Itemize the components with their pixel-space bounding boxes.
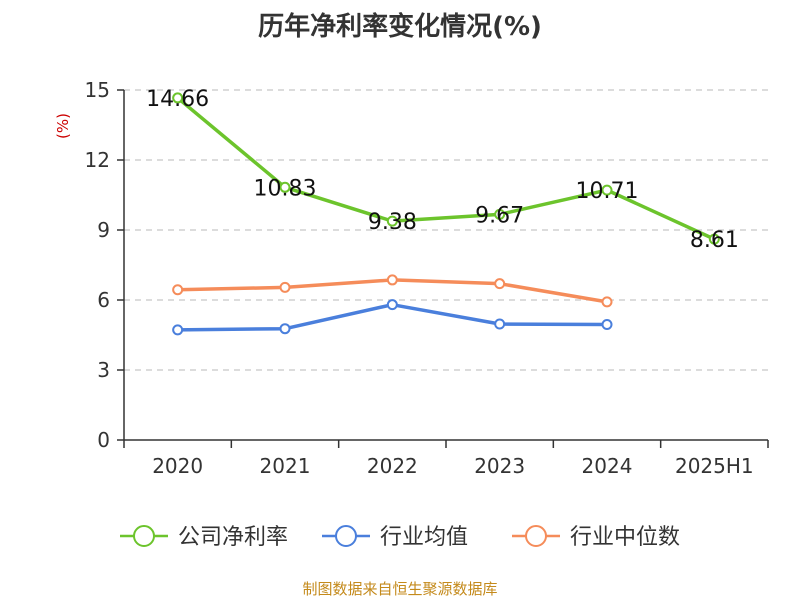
data-point	[386, 274, 398, 286]
data-point	[279, 181, 291, 193]
legend-marker	[133, 525, 155, 547]
x-tick-label: 2025H1	[675, 454, 754, 478]
x-tick-label: 2020	[152, 454, 203, 478]
data-point	[279, 281, 291, 293]
source-note: 制图数据来自恒生聚源数据库	[302, 580, 498, 598]
x-tick-label: 2021	[260, 454, 311, 478]
data-label: 8.61	[690, 228, 739, 253]
data-point	[601, 296, 613, 308]
legend-item[interactable]: 公司净利率	[120, 525, 288, 550]
data-point	[494, 208, 506, 220]
legend-label: 公司净利率	[178, 525, 288, 550]
x-tick-label: 2024	[582, 454, 633, 478]
data-point	[494, 278, 506, 290]
legend[interactable]: 公司净利率 行业均值 行业中位数	[120, 525, 680, 550]
series-lines	[172, 92, 720, 336]
grid-lines	[124, 89, 768, 371]
legend-label: 行业中位数	[570, 525, 680, 550]
y-tick-label: 12	[85, 148, 110, 172]
data-label: 9.67	[475, 203, 524, 228]
legend-item[interactable]: 行业均值	[322, 525, 468, 550]
data-point	[279, 323, 291, 335]
y-tick-label: 9	[97, 218, 110, 242]
y-axis-label: (%)	[54, 113, 72, 139]
data-point	[601, 319, 613, 330]
data-point	[386, 299, 398, 311]
y-tick-label: 15	[85, 78, 110, 102]
y-tick-label: 6	[97, 288, 110, 312]
y-tick-label: 3	[97, 358, 110, 382]
data-label: 14.66	[146, 87, 209, 112]
x-tick-label: 2023	[474, 454, 525, 478]
data-point	[601, 184, 613, 196]
data-label: 10.71	[576, 179, 639, 204]
data-point	[494, 318, 506, 330]
legend-label: 行业均值	[380, 525, 468, 550]
data-point	[172, 324, 184, 336]
y-tick-label: 0	[97, 428, 110, 452]
x-tick-label: 2022	[367, 454, 418, 478]
data-label: 9.38	[368, 210, 417, 235]
legend-item[interactable]: 行业中位数	[512, 525, 680, 550]
series-line	[175, 96, 717, 241]
axes: 0 3 6 9 12 15 2020 2021 2022 2023 2024 2025H1 (%)	[54, 78, 769, 478]
data-label: 10.83	[254, 176, 317, 201]
legend-marker	[525, 525, 547, 547]
chart-title: 历年净利率变化情况(%)	[258, 12, 542, 42]
data-point	[708, 233, 720, 245]
data-point	[172, 284, 184, 296]
data-point	[386, 215, 398, 227]
legend-marker	[335, 525, 357, 547]
data-point	[172, 92, 184, 104]
data-labels: 14.66 10.83 9.38 9.67 10.71 8.61	[146, 87, 739, 253]
